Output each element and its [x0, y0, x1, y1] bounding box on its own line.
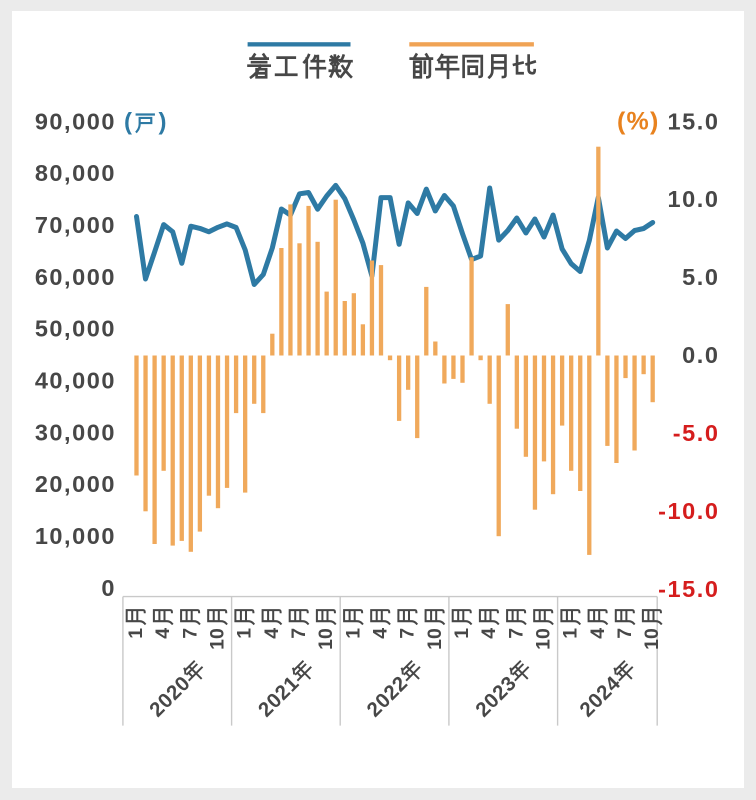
svg-text:10,000: 10,000 — [35, 523, 116, 549]
svg-text:10: 10 — [641, 628, 663, 650]
svg-text:7: 7 — [505, 628, 527, 639]
svg-text:-15.0: -15.0 — [658, 576, 719, 602]
svg-text:40,000: 40,000 — [35, 368, 116, 394]
svg-text:70,000: 70,000 — [35, 212, 116, 238]
svg-text:1: 1 — [342, 628, 364, 639]
svg-text:10.0: 10.0 — [668, 186, 720, 212]
svg-text:1: 1 — [451, 628, 473, 639]
svg-text:7: 7 — [397, 628, 419, 639]
svg-text:4: 4 — [261, 628, 283, 639]
svg-text:10: 10 — [315, 628, 337, 650]
svg-text:0.0: 0.0 — [682, 342, 719, 368]
svg-text:20,000: 20,000 — [35, 471, 116, 497]
svg-text:(%): (%) — [617, 107, 659, 135]
svg-text:50,000: 50,000 — [35, 316, 116, 342]
svg-text:7: 7 — [614, 628, 636, 639]
svg-text:30,000: 30,000 — [35, 419, 116, 445]
svg-text:1: 1 — [234, 628, 256, 639]
svg-text:5.0: 5.0 — [682, 264, 719, 290]
svg-text:1: 1 — [125, 628, 147, 639]
svg-text:0: 0 — [101, 575, 116, 601]
svg-text:60,000: 60,000 — [35, 264, 116, 290]
svg-text:7: 7 — [288, 628, 310, 639]
svg-text:10: 10 — [424, 628, 446, 650]
svg-text:): ) — [159, 108, 167, 135]
svg-text:-5.0: -5.0 — [673, 420, 720, 446]
svg-text:-10.0: -10.0 — [658, 498, 719, 524]
svg-text:80,000: 80,000 — [35, 160, 116, 186]
svg-text:15.0: 15.0 — [668, 108, 720, 134]
svg-text:90,000: 90,000 — [35, 108, 116, 134]
svg-text:7: 7 — [179, 628, 201, 639]
svg-text:10: 10 — [532, 628, 554, 650]
svg-text:(: ( — [124, 108, 132, 135]
svg-text:4: 4 — [152, 628, 174, 639]
svg-text:4: 4 — [587, 628, 609, 639]
svg-text:4: 4 — [478, 628, 500, 639]
svg-text:4: 4 — [369, 628, 391, 639]
svg-text:1: 1 — [560, 628, 582, 639]
svg-text:10: 10 — [206, 628, 228, 650]
